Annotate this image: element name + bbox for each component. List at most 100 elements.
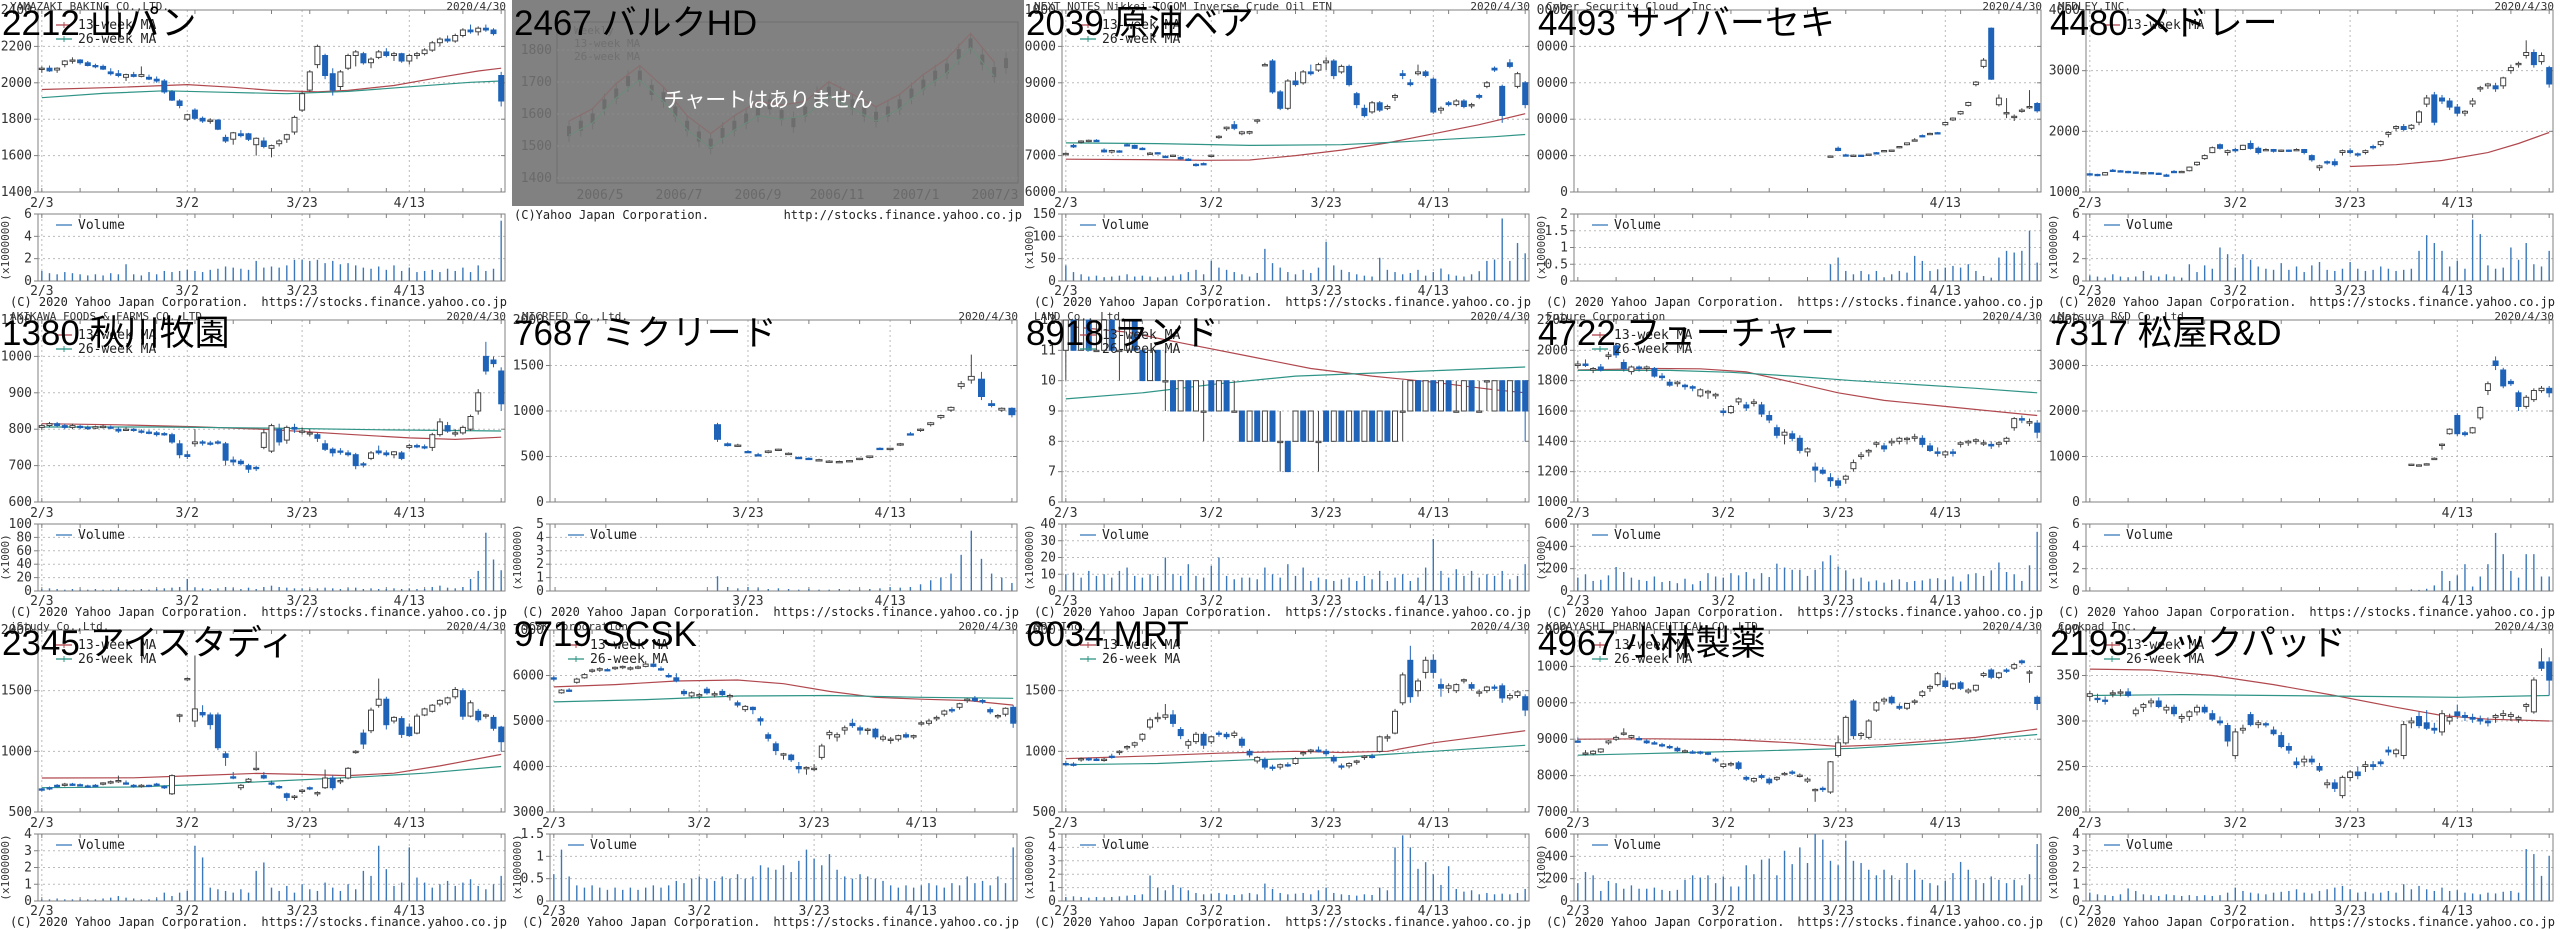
stock-chart-2039[interactable]: 600070008000900010000110000501001502/32/… [1024, 0, 1536, 310]
company-name: Matsuya R&D Co.,Ltd [2058, 310, 2184, 323]
volume-bars [41, 220, 502, 281]
candle-body [475, 710, 482, 721]
volume-plot-border [549, 833, 1018, 902]
candle-body [436, 38, 443, 44]
candle-body [138, 430, 145, 433]
candle-body [383, 698, 390, 726]
price-volume-chart: 0 1000 2000 3000 4000 0 2 4 6 4/13 4/13 Volume (x100… [2048, 313, 2554, 609]
volume-bars [2089, 219, 2550, 281]
candle-body [1506, 695, 1513, 699]
candle-body [130, 428, 137, 431]
legend-ma26-label: 26-week MA [1102, 32, 1180, 47]
candle-body [1101, 758, 1108, 761]
candle-body [268, 145, 275, 149]
axis-labels: 600070008000900010000110000501001502/32/… [1024, 3, 1449, 299]
y-tick-label: 10000 [1024, 39, 1056, 54]
stock-chart-2467[interactable]: 1800 1700 1600 1500 1400 2006/5 2006/7 2006/9 20… [512, 0, 1024, 310]
candle-body [2377, 141, 2384, 146]
candle-body [2247, 143, 2254, 149]
stock-chart-8918[interactable]: 6 7 8 9 10 11 12 0 10 20 30 40 2/3 2/3 3/2 3/2 3/23 3/23 4… [1024, 310, 1536, 620]
candle-body [1835, 742, 1842, 757]
stock-chart-4722[interactable]: 1000 1200 1400 1600 1800 2000 2200 0 200 400 600 2/… [1536, 310, 2048, 620]
ghost-legend-label: 13-week MA [574, 37, 641, 50]
candle-body [1223, 126, 1230, 130]
x-tick-label: 4/13 [1418, 284, 1449, 299]
company-name: iStudy Co.,Ltd. [10, 620, 110, 633]
candle-body [627, 667, 634, 670]
y-tick-label: 700 [9, 459, 32, 474]
stock-chart-7687[interactable]: 0 500 1000 1500 2000 0 1 2 3 4 5 3/23 3/23 4/13 4/13 Vo… [512, 310, 1024, 620]
x-tick-label: 3/23 [798, 816, 829, 831]
candle-body [1514, 73, 1521, 87]
candle-body [1124, 144, 1131, 147]
candle-body [1261, 759, 1268, 768]
candle-body [2546, 67, 2553, 85]
stock-chart-9719[interactable]: 3000 4000 5000 6000 7000 0 0.5 1 1.5 2/3 2/3 3/2 3/2… [512, 620, 1024, 930]
stock-chart-4967[interactable]: 70008000900010000110001200002004006002/3… [1536, 620, 2048, 930]
source-url: https://stocks.finance.yahoo.co.jp [773, 605, 1019, 619]
candle-body [2262, 149, 2269, 152]
chart-title: 4967 小林製薬 [1538, 624, 1766, 663]
stock-chart-2345[interactable]: 500 1000 1500 2000 0 1 2 3 4 2/3 2/3 3/2 3/2 3/23 3/23… [0, 620, 512, 930]
ma13-line [2350, 131, 2550, 168]
candle-body [61, 783, 68, 786]
x-tick-label: 3/2 [2224, 816, 2247, 831]
candle-body [1108, 319, 1115, 351]
chart-title: 2212 山パン [2, 4, 197, 43]
volume-plot-border [1573, 523, 2042, 592]
axis-layer [2082, 9, 2553, 282]
stock-chart-4480[interactable]: 1000 2000 3000 4000 0 2 4 6 2/3 2/3 3/2 3/2 3/23 3/23… [2048, 0, 2560, 310]
candle-body [917, 428, 925, 431]
x-tick-label: 3/23 [1822, 506, 1853, 521]
candle-body [2285, 746, 2292, 751]
y-tick-label: 50000 [1536, 3, 1568, 18]
y-tick-label: 1400 [1, 185, 32, 200]
candle-body [2132, 171, 2139, 174]
x-tick-label: 3/2 [688, 816, 711, 831]
stock-chart-2193[interactable]: 200 250 300 350 400 0 1 2 3 4 2/3 2/3 3/2 3/2 3/23 3/23… [2048, 620, 2560, 930]
y-tick-label: 7000 [1025, 149, 1056, 164]
candle-body [2094, 697, 2101, 701]
candle-body [2171, 706, 2177, 715]
candle-body [1972, 439, 1979, 442]
candle-body [805, 457, 813, 461]
candle-body [84, 785, 91, 788]
candle-body [1307, 71, 1314, 75]
candle-body [1147, 152, 1153, 155]
candle-body [872, 728, 879, 738]
y-tick-label: 6 [1048, 495, 1056, 510]
candle-body [2247, 714, 2254, 726]
stock-chart-2212[interactable]: 1400 1600 1800 2000 2200 2400 0 2 4 6 2/3 2/3 3/2 3/2… [0, 0, 512, 310]
candle-body [2331, 782, 2338, 789]
candle-body [1636, 366, 1643, 369]
stock-chart-6034[interactable]: 500 1000 1500 2000 0 1 2 3 4 5 2/3 2/3 3/2 3/2 3/23 3/2… [1024, 620, 1536, 930]
candle-body [2446, 100, 2453, 108]
candle-body [2439, 443, 2445, 446]
candle-body [1896, 705, 1903, 709]
candle-body [2423, 722, 2430, 729]
stock-chart-7317[interactable]: 0 1000 2000 3000 4000 0 2 4 6 4/13 4/13 Volume (x100… [2048, 310, 2560, 620]
candle-body [498, 726, 505, 743]
price-plot-border [1573, 629, 2042, 813]
candle-body [1605, 354, 1612, 357]
candle-body [1911, 139, 1918, 142]
x-tick-label: 3/2 [1200, 284, 1223, 299]
candle-body [1277, 91, 1284, 109]
company-name: LAND Co., Ltd. [1034, 310, 1127, 323]
chart-date: 2020/4/30 [2494, 310, 2554, 323]
candle-body [1399, 410, 1406, 413]
y-tick-label: 8 [1048, 434, 1056, 449]
candle-body [444, 425, 451, 432]
candle-body [2454, 711, 2461, 717]
candle-body [46, 67, 53, 72]
grid-layer [1062, 630, 1529, 901]
candle-body [1942, 122, 1949, 126]
legend-ma13-label: 13-week MA [1102, 328, 1180, 343]
x-tick-label: 2/3 [1054, 594, 1077, 609]
volume-tick-label: 30 [1040, 534, 1056, 549]
copyright-text: (C) 2020 Yahoo Japan Corporation. [1034, 605, 1273, 619]
candle-body [1116, 750, 1123, 754]
candle-body [2109, 169, 2116, 172]
stock-chart-1380[interactable]: 600 700 800 900 1000 1100 0 20 40 60 80 100 2/3 2/3 3/… [0, 310, 512, 620]
